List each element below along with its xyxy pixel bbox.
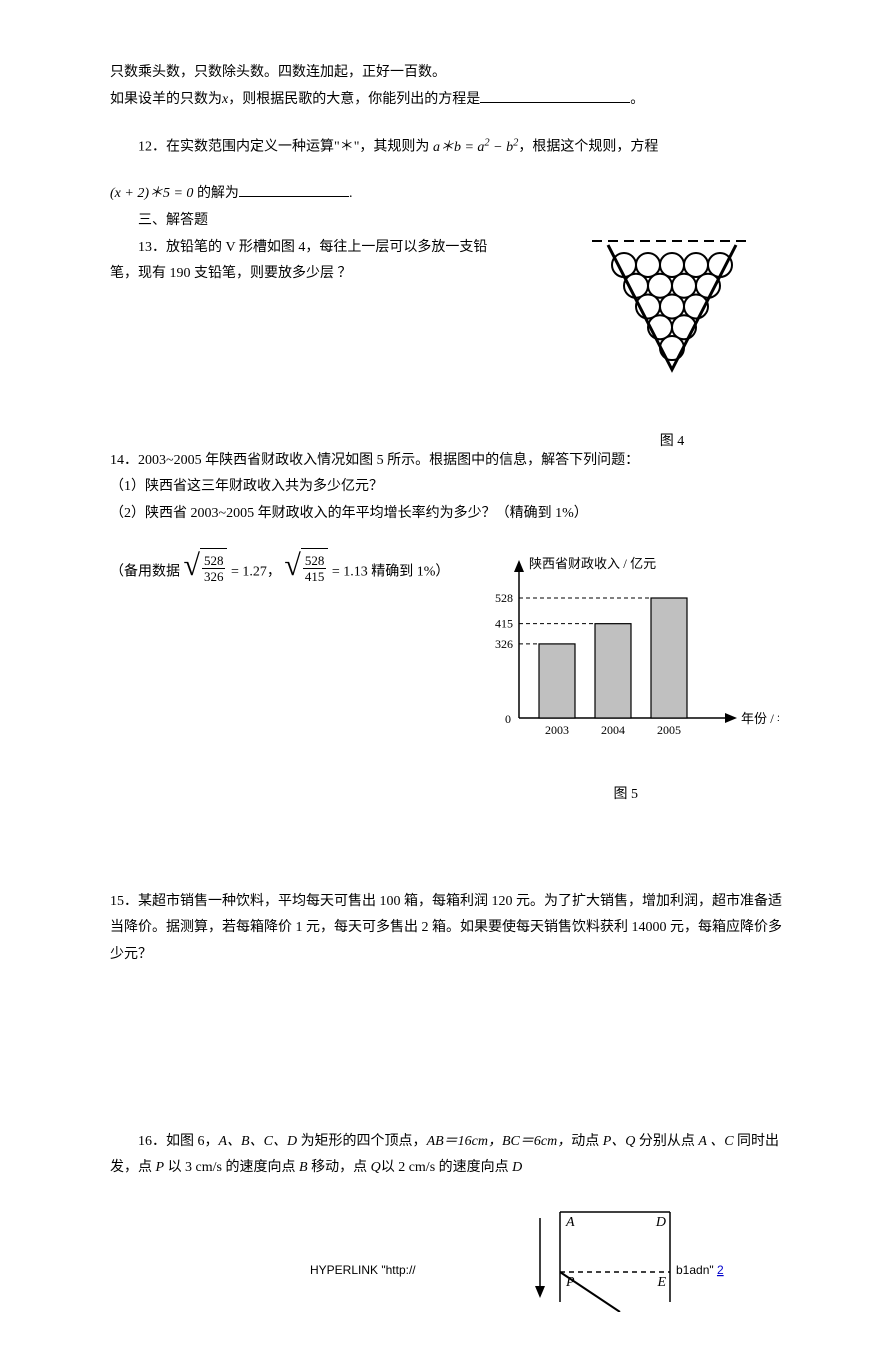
q16-abcd: A、B、C、D <box>219 1134 298 1149</box>
q16-p: P <box>156 1160 165 1175</box>
svg-text:2005: 2005 <box>657 723 681 737</box>
fig5-svg: 陕西省财政收入 / 亿元年份 / 年 0 326 2003 415 2004 528 2005 <box>469 548 779 768</box>
svg-text:2003: 2003 <box>545 723 569 737</box>
svg-text:0: 0 <box>505 712 511 726</box>
sqrt1-num: 528 <box>202 553 226 570</box>
q16-i: 移动，点 <box>308 1160 371 1175</box>
intro-line2-b: ，则根据民歌的大意，你能列出的方程是 <box>228 92 480 107</box>
sqrt-1: √ 528 326 <box>184 548 228 585</box>
svg-text:陕西省财政收入 / 亿元: 陕西省财政收入 / 亿元 <box>529 556 656 571</box>
q16-e: 分别从点 <box>635 1134 698 1149</box>
fig6-svg: ADPEHYPERLINK "http://b1adn" 2 <box>110 1202 782 1312</box>
svg-text:528: 528 <box>495 591 513 605</box>
figure-6: ADPEHYPERLINK "http://b1adn" 2 <box>110 1202 782 1312</box>
q14-hint: （备用数据 √ 528 326 = 1.27， √ 528 415 <box>110 548 449 586</box>
intro-line1: 只数乘头数，只数除头数。四数连加起，正好一百数。 <box>110 60 782 87</box>
q13-block: 13．放铅笔的 V 形槽如图 4，每往上一层可以多放一支铅笔，现有 190 支铅… <box>110 235 782 288</box>
q16-c: 为矩形的四个顶点， <box>297 1134 427 1149</box>
q16-f: A 、C <box>698 1134 733 1149</box>
svg-text:D: D <box>655 1215 666 1230</box>
svg-text:415: 415 <box>495 616 513 630</box>
intro-line2-c: 。 <box>630 92 644 107</box>
q12-line2: (x + 2)＊5 = 0 的解为. <box>110 181 782 208</box>
fig5-caption: 图 5 <box>469 782 782 809</box>
q14-hint-and-figure: （备用数据 √ 528 326 = 1.27， √ 528 415 <box>110 548 782 809</box>
q12-line2-c: . <box>349 186 353 201</box>
fig4-caption: 图 4 <box>572 429 772 456</box>
figure-5: 陕西省财政收入 / 亿元年份 / 年 0 326 2003 415 2004 528 2005… <box>469 548 782 809</box>
q16-a: 16．如图 6， <box>138 1134 219 1149</box>
q12-formula: a＊b = a2 − b2 <box>433 140 518 155</box>
intro-blank <box>480 88 630 103</box>
sqrt2-den: 415 <box>303 569 327 585</box>
q16-ab: AB＝16cm， <box>427 1134 502 1149</box>
fig4-svg <box>582 235 762 415</box>
q16-d: 动点 <box>571 1134 603 1149</box>
q16-j: 以 2 cm/s 的速度向点 <box>381 1160 512 1175</box>
intro-line2: 如果设羊的只数为x，则根据民歌的大意，你能列出的方程是。 <box>110 87 782 114</box>
sqrt-sign-icon: √ <box>284 551 300 581</box>
q16-h: 以 3 cm/s 的速度向点 <box>164 1160 299 1175</box>
svg-text:2004: 2004 <box>601 723 625 737</box>
q16-pq: P、Q <box>603 1134 636 1149</box>
document-page: 只数乘头数，只数除头数。四数连加起，正好一百数。 如果设羊的只数为x，则根据民歌… <box>0 0 892 1352</box>
svg-text:A: A <box>565 1215 575 1230</box>
q14-hint-a: （备用数据 <box>110 564 184 579</box>
q12-text-a: 12．在实数范围内定义一种运算"＊"，其规则为 <box>138 140 433 155</box>
svg-text:E: E <box>656 1275 666 1290</box>
intro-line2-a: 如果设羊的只数为 <box>110 92 222 107</box>
q14-sub1: （1）陕西省这三年财政收入共为多少亿元？ <box>110 474 782 501</box>
figure-4: 图 4 <box>572 235 772 456</box>
q16-bc: BC＝6cm， <box>502 1134 571 1149</box>
sqrt-2: √ 528 415 <box>284 548 328 585</box>
sqrt1-eq: = 1.27， <box>231 564 281 579</box>
sqrt2-eq: = 1.13 精确到 1%） <box>332 564 450 579</box>
q12-equation: (x + 2)＊5 = 0 <box>110 186 193 201</box>
q16-q: Q <box>371 1160 381 1175</box>
q12-line2-b: 的解为 <box>193 186 239 201</box>
section-3-heading: 三、解答题 <box>110 208 782 235</box>
q13-text: 13．放铅笔的 V 形槽如图 4，每往上一层可以多放一支铅笔，现有 190 支铅… <box>110 235 513 288</box>
sqrt1-den: 326 <box>202 569 226 585</box>
q12-line1: 12．在实数范围内定义一种运算"＊"，其规则为 a＊b = a2 − b2，根据… <box>110 133 782 161</box>
q12-text-b: ，根据这个规则，方程 <box>518 140 658 155</box>
svg-text:P: P <box>565 1275 575 1290</box>
sqrt-sign-icon: √ <box>184 551 200 581</box>
q16-text: 16．如图 6，A、B、C、D 为矩形的四个顶点，AB＝16cm，BC＝6cm，… <box>110 1129 782 1182</box>
q14-sub2: （2）陕西省 2003~2005 年财政收入的年平均增长率约为多少？（精确到 1… <box>110 501 782 528</box>
q12-blank <box>239 182 349 197</box>
q16-b2: B <box>299 1160 308 1175</box>
q15-text: 15．某超市销售一种饮料，平均每天可售出 100 箱，每箱利润 120 元。为了… <box>110 889 782 969</box>
svg-text:年份 / 年: 年份 / 年 <box>741 711 779 726</box>
q16-d2: D <box>512 1160 522 1175</box>
sqrt2-num: 528 <box>303 553 327 570</box>
svg-text:326: 326 <box>495 637 513 651</box>
